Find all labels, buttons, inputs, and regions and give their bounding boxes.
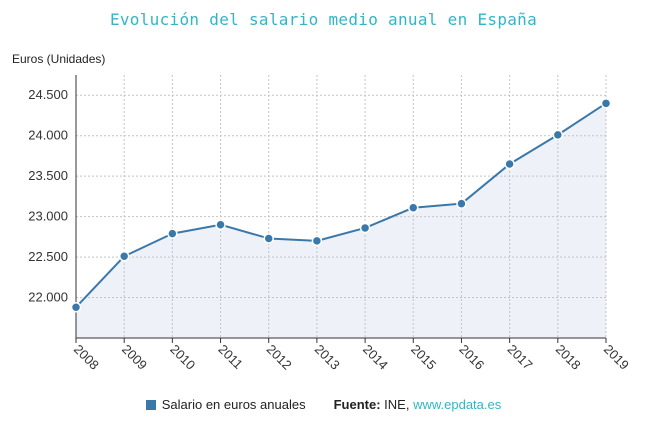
x-tick-label: 2011 (215, 342, 245, 372)
x-tick-label: 2012 (264, 342, 295, 373)
chart-title: Evolución del salario medio anual en Esp… (109, 10, 538, 29)
data-point[interactable] (408, 202, 419, 213)
data-point[interactable] (504, 158, 515, 170)
x-tick-label: 2010 (167, 342, 198, 373)
y-tick-label: 24.500 (28, 87, 68, 102)
x-tick-label: 2013 (312, 342, 343, 373)
legend-series-label[interactable]: Salario en euros anuales (161, 397, 306, 412)
y-tick-label: 23.500 (28, 168, 68, 183)
series-line (75, 102, 607, 308)
y-tick-label: 22.500 (28, 249, 68, 264)
legend: Salario en euros anuales Fuente: INE, www… (0, 397, 647, 412)
x-tick-label: 2014 (360, 342, 391, 373)
source-value: INE, (384, 397, 410, 412)
x-tick-label: 2015 (408, 342, 439, 373)
data-point[interactable] (552, 129, 564, 141)
data-point[interactable] (359, 222, 371, 234)
x-tick-label: 2009 (119, 342, 150, 373)
y-tick-label: 23.000 (28, 209, 68, 224)
x-tick-label: 2019 (601, 342, 632, 373)
series-area (76, 103, 606, 338)
source-note: Fuente: INE, www.epdata.es (334, 397, 502, 412)
y-axis-label: Euros (Unidades) (12, 52, 106, 66)
x-tick-label: 2016 (456, 342, 487, 373)
y-tick-label: 24.000 (28, 128, 68, 143)
x-tick-label: 2018 (553, 342, 584, 373)
data-point[interactable] (456, 198, 467, 209)
source-label: Fuente: (333, 397, 381, 412)
data-point[interactable] (311, 235, 323, 247)
data-point[interactable] (215, 219, 226, 230)
data-point[interactable] (118, 251, 130, 262)
x-tick-label: 2008 (71, 342, 102, 373)
source-link[interactable]: www.epdata.es (413, 397, 502, 412)
data-point[interactable] (263, 233, 274, 244)
x-tick-label: 2017 (505, 342, 536, 373)
data-point[interactable] (600, 98, 612, 109)
data-point[interactable] (70, 301, 82, 313)
legend-swatch (145, 400, 156, 410)
data-point[interactable] (167, 228, 178, 239)
y-tick-label: 22.000 (28, 290, 68, 305)
